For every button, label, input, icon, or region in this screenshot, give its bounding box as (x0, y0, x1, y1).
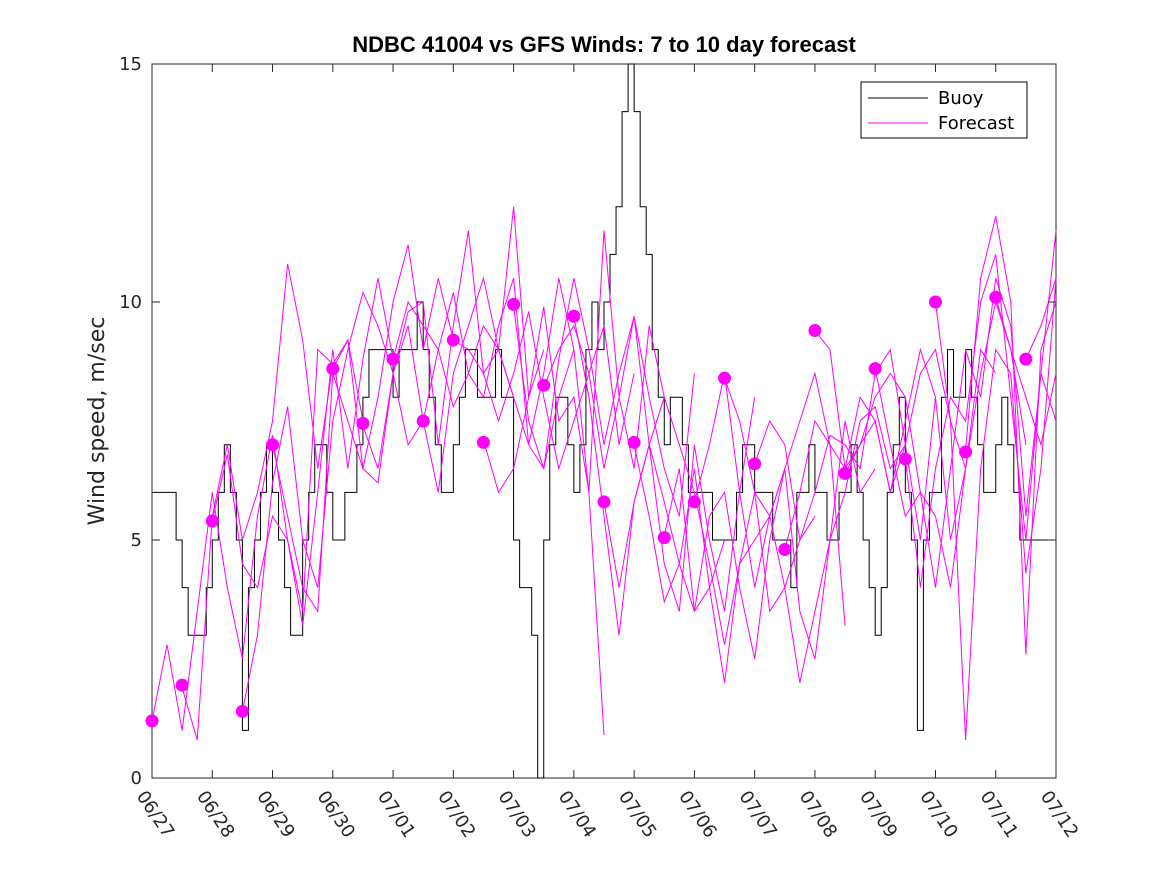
forecast-point-18 (687, 495, 701, 509)
forecast-series-line-10 (453, 311, 635, 471)
forecast-series-line-17 (663, 371, 846, 660)
forecast-point-22 (808, 324, 822, 338)
forecast-series-line-1 (151, 348, 334, 731)
forecast-series-line-14 (573, 316, 756, 636)
forecast-point-13 (537, 378, 551, 392)
legend-buoy-label: Buoy (938, 88, 984, 109)
forecast-point-5 (266, 438, 280, 452)
forecast-point-10 (446, 333, 460, 347)
forecast-series-line-9 (422, 278, 605, 736)
forecast-point-23 (838, 466, 852, 480)
y-axis-label: Wind speed, m/sec (85, 317, 110, 526)
forecast-point-3 (205, 514, 219, 528)
forecast-series-line-25 (904, 230, 1057, 588)
forecast-series-line-3 (211, 278, 394, 626)
forecast-point-4 (235, 704, 249, 718)
forecast-point-8 (386, 352, 400, 366)
forecast-point-14 (567, 309, 581, 323)
legend: Buoy Forecast (860, 81, 1028, 139)
legend-forecast-label: Forecast (938, 113, 1014, 134)
forecast-series-line-27 (965, 216, 1057, 655)
forecast-series-line-11 (482, 230, 665, 494)
y-tick-label-10: 10 (119, 292, 142, 313)
forecast-point-26 (928, 295, 942, 309)
forecast-series-line-28 (995, 297, 1057, 447)
forecast-series-line-15 (603, 395, 786, 645)
y-tick-label-0: 0 (131, 768, 142, 789)
forecast-point-2 (175, 678, 189, 692)
forecast-point-27 (959, 445, 973, 459)
chart-title: NDBC 41004 vs GFS Winds: 7 to 10 day for… (352, 32, 856, 57)
forecast-point-17 (657, 531, 671, 545)
legend-box (860, 81, 1028, 139)
forecast-point-19 (718, 371, 732, 385)
forecast-point-6 (326, 362, 340, 376)
forecast-point-28 (989, 290, 1003, 304)
forecast-series-line-24 (874, 278, 1057, 588)
forecast-series-line-19 (724, 377, 906, 683)
forecast-series-line-29 (1025, 278, 1057, 360)
y-tick-label-15: 15 (119, 54, 142, 75)
forecast-series-line-12 (513, 278, 695, 517)
forecast-point-29 (1019, 352, 1033, 366)
forecast-point-16 (627, 435, 641, 449)
axes-box (151, 63, 1057, 779)
forecast-point-20 (748, 457, 762, 471)
forecast-point-24 (868, 362, 882, 376)
forecast-point-25 (898, 452, 912, 466)
forecast-series-line-7 (362, 206, 545, 493)
forecast-point-1 (145, 714, 159, 728)
y-tick-label-5: 5 (131, 530, 142, 551)
forecast-point-21 (778, 543, 792, 557)
forecast-point-12 (507, 297, 521, 311)
forecast-point-11 (476, 435, 490, 449)
forecast-point-15 (597, 495, 611, 509)
forecast-point-9 (416, 414, 430, 428)
forecast-series-line-26 (934, 278, 1057, 740)
forecast-point-7 (356, 416, 370, 430)
